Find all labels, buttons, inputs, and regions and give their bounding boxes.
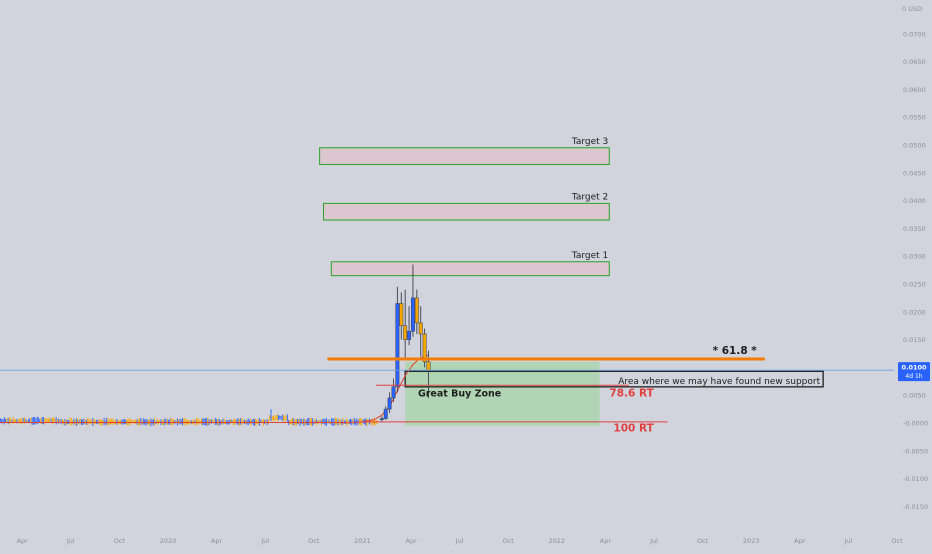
x-tick-label: 2022 — [549, 537, 566, 545]
price-badge-countdown: 4d 1h — [905, 373, 922, 380]
candle-body[interactable] — [383, 408, 388, 419]
x-tick-label: Oct — [114, 537, 126, 545]
candle-body[interactable] — [387, 397, 392, 410]
x-tick-label: Oct — [503, 537, 515, 545]
y-tick-label: 0.0150 — [903, 336, 926, 344]
y-tick-label: 0.0200 — [903, 308, 926, 316]
target-box[interactable] — [330, 261, 610, 277]
support-box[interactable] — [404, 370, 824, 388]
y-tick-label: -0.0100 — [903, 475, 928, 483]
candle-body[interactable] — [391, 386, 396, 399]
x-tick-label: Oct — [308, 537, 320, 545]
x-tick-label: 2023 — [743, 537, 760, 545]
y-tick-label: 0.0050 — [903, 392, 926, 400]
y-tick-label: -0.0150 — [903, 503, 928, 511]
price-badge-value: 0.0100 — [901, 364, 927, 372]
y-tick-label: 0.0500 — [903, 142, 926, 150]
target-label: Target 1 — [571, 251, 608, 261]
price-badge — [898, 362, 930, 382]
x-tick-label: 2021 — [354, 537, 371, 545]
x-tick-label: Apr — [211, 537, 223, 545]
y-tick-label: 0.0700 — [903, 30, 926, 38]
candle-body[interactable] — [426, 361, 431, 371]
target-box[interactable] — [319, 147, 610, 165]
x-tick-label: Jul — [455, 537, 464, 545]
x-tick-label: Apr — [17, 537, 29, 545]
target-label: Target 2 — [571, 192, 608, 202]
candle-body[interactable] — [414, 297, 419, 324]
x-tick-label: Oct — [891, 537, 903, 545]
candle-body[interactable] — [403, 325, 408, 340]
x-tick-label: Jul — [66, 537, 75, 545]
x-tick-label: 2020 — [160, 537, 177, 545]
candle-body[interactable] — [422, 333, 427, 363]
y-tick-label: 0.0450 — [903, 169, 926, 177]
y-tick-label: -0.0000 — [903, 420, 928, 428]
y-tick-label: 0.0300 — [903, 253, 926, 261]
y-tick-label: 0.0550 — [903, 114, 926, 122]
fib-100-label: 100 RT — [613, 422, 654, 434]
candle-body[interactable] — [410, 297, 415, 332]
y-tick-label: 0 USD — [902, 5, 922, 13]
y-tick-label: -0.0050 — [903, 447, 928, 455]
target-label: Target 3 — [571, 137, 608, 147]
y-tick-label: 0.0400 — [903, 197, 926, 205]
buy-zone[interactable] — [405, 361, 600, 426]
fib-786-label: 78.6 RT — [609, 387, 654, 399]
y-tick-label: 0.0650 — [903, 58, 926, 66]
support-label: Area where we may have found new support — [618, 377, 820, 387]
candle-body[interactable] — [407, 331, 412, 340]
candle-body[interactable] — [418, 322, 423, 335]
y-tick-label: 0.0600 — [903, 86, 926, 94]
y-tick-label: 0.0350 — [903, 225, 926, 233]
candle-body[interactable] — [399, 303, 404, 326]
candle-body[interactable] — [395, 303, 400, 388]
x-tick-label: Jul — [843, 537, 852, 545]
target-box[interactable] — [323, 202, 610, 221]
y-tick-label: 0.0250 — [903, 281, 926, 289]
x-tick-label: Oct — [697, 537, 709, 545]
x-tick-label: Apr — [600, 537, 612, 545]
x-tick-label: Apr — [405, 537, 417, 545]
x-tick-label: Apr — [794, 537, 806, 545]
x-tick-label: Jul — [649, 537, 658, 545]
buy-zone-label: Great Buy Zone — [418, 388, 501, 399]
fib-618-label: * 61.8 * — [713, 345, 758, 357]
candle-body[interactable] — [379, 418, 384, 420]
x-tick-label: Jul — [260, 537, 269, 545]
